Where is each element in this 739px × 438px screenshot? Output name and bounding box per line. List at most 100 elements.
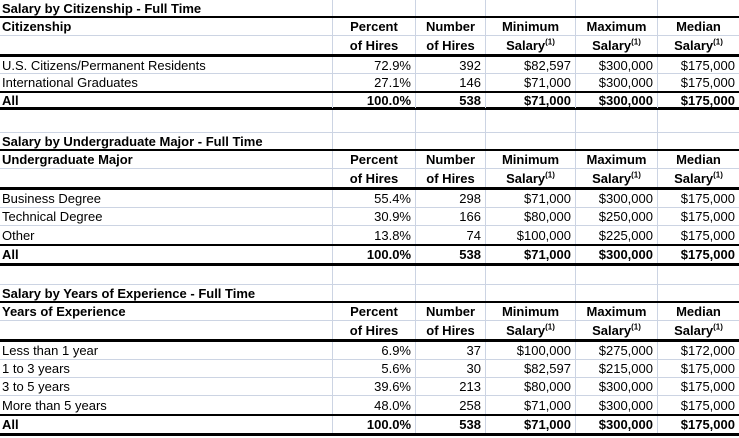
empty-cell — [0, 266, 332, 284]
grid-cell — [332, 285, 415, 301]
col-header-text: of Hires — [426, 170, 475, 186]
cell-minimum: $82,597 — [485, 57, 575, 73]
table-row: International Graduates 27.1% 146 $71,000 $3… — [0, 74, 739, 91]
total-number: 538 — [415, 246, 485, 263]
grid-cell — [575, 0, 657, 16]
col-header-maximum-line2: Salary(1) — [575, 36, 657, 54]
total-label: All — [2, 417, 19, 432]
grid-cell — [657, 285, 739, 301]
col-header-minimum-line2: Salary(1) — [485, 36, 575, 54]
table-row: Technical Degree 30.9% 166 $80,000 $250,000 $… — [0, 208, 739, 226]
cell-percent: 5.6% — [332, 360, 415, 377]
col-header-percent: Percent — [332, 18, 415, 35]
cell-minimum: $71,000 — [485, 74, 575, 91]
cell-minimum: $80,000 — [485, 208, 575, 225]
cell-maximum: $300,000 — [575, 396, 657, 414]
grid-cell — [485, 133, 575, 149]
grid-cell — [332, 0, 415, 16]
col-header-maximum: Maximum — [575, 303, 657, 320]
col-header-text: of Hires — [349, 170, 399, 186]
total-minimum: $71,000 — [485, 416, 575, 433]
cell-maximum: $300,000 — [575, 190, 657, 207]
table-row: 1 to 3 years 5.6% 30 $82,597 $215,000 $175,00… — [0, 360, 739, 378]
cell-minimum: $71,000 — [485, 190, 575, 207]
section-2-column-header-row-2: of Hires of Hires Salary(1) Salary(1) Salary… — [0, 169, 739, 190]
grid-cell — [485, 266, 575, 284]
col-header-percent-line2: of Hires — [332, 36, 415, 54]
col-header-percent: Percent — [332, 303, 415, 320]
col-header-number-line2: of Hires — [415, 36, 485, 54]
grid-cell — [485, 285, 575, 301]
section-3-title: Salary by Years of Experience - Full Tim… — [2, 285, 258, 301]
col-header-text: Salary — [506, 37, 546, 53]
col-header-text: Salary — [674, 37, 714, 53]
total-median: $175,000 — [657, 93, 739, 108]
cell-maximum: $250,000 — [575, 208, 657, 225]
section-1-title-row: Salary by Citizenship - Full Time — [0, 0, 739, 18]
cell-number: 30 — [415, 360, 485, 377]
cell-median: $172,000 — [657, 342, 739, 359]
cell-number: 146 — [415, 74, 485, 91]
col-header-minimum: Minimum — [485, 18, 575, 35]
cell-median: $175,000 — [657, 208, 739, 225]
footnote-marker: (1) — [545, 37, 555, 47]
row-label: 3 to 5 years — [2, 379, 70, 394]
grid-cell — [415, 133, 485, 149]
cell-number: 258 — [415, 396, 485, 414]
cell-percent: 30.9% — [332, 208, 415, 225]
col-header-median: Median — [657, 151, 739, 168]
section-1-column-header-row-2: of Hires of Hires Salary(1) Salary(1) Salary… — [0, 36, 739, 57]
cell-median: $175,000 — [657, 74, 739, 91]
row-label: Technical Degree — [2, 209, 103, 224]
empty-cell — [0, 110, 332, 132]
col-header-maximum-line2: Salary(1) — [575, 321, 657, 339]
col-header-text: of Hires — [426, 322, 475, 338]
table-row: Other 13.8% 74 $100,000 $225,000 $175,000 — [0, 226, 739, 244]
grid-cell — [415, 285, 485, 301]
section-2-row-label-header: Undergraduate Major — [2, 152, 133, 167]
row-label: Less than 1 year — [2, 343, 99, 358]
col-header-percent-line2: of Hires — [332, 321, 415, 339]
cell-median: $175,000 — [657, 360, 739, 377]
total-minimum: $71,000 — [485, 93, 575, 108]
grid-cell — [485, 0, 575, 16]
col-header-number: Number — [415, 151, 485, 168]
col-header-text: Salary — [674, 170, 714, 186]
cell-percent: 48.0% — [332, 396, 415, 414]
table-row: Business Degree 55.4% 298 $71,000 $300,000 $1… — [0, 190, 739, 208]
col-header-maximum-line2: Salary(1) — [575, 169, 657, 187]
col-header-minimum-line2: Salary(1) — [485, 169, 575, 187]
cell-minimum: $100,000 — [485, 226, 575, 244]
col-header-text: Salary — [674, 322, 714, 338]
cell-minimum: $100,000 — [485, 342, 575, 359]
footnote-marker: (1) — [631, 170, 641, 180]
section-3-total-row: All 100.0% 538 $71,000 $300,000 $175,000 — [0, 414, 739, 436]
grid-cell — [415, 0, 485, 16]
col-header-minimum-line2: Salary(1) — [485, 321, 575, 339]
total-number: 538 — [415, 93, 485, 108]
section-2-title-cell: Salary by Undergraduate Major - Full Tim… — [0, 133, 332, 149]
row-label: Business Degree — [2, 191, 101, 206]
section-3-row-label-header: Years of Experience — [2, 304, 126, 319]
cell-maximum: $275,000 — [575, 342, 657, 359]
cell-percent: 39.6% — [332, 378, 415, 395]
row-label: 1 to 3 years — [2, 361, 70, 376]
grid-cell — [415, 110, 485, 132]
section-1-title: Salary by Citizenship - Full Time — [2, 0, 204, 16]
cell-maximum: $225,000 — [575, 226, 657, 244]
cell-minimum: $80,000 — [485, 378, 575, 395]
total-maximum: $300,000 — [575, 416, 657, 433]
section-3-title-cell: Salary by Years of Experience - Full Tim… — [0, 285, 332, 301]
footnote-marker: (1) — [545, 170, 555, 180]
row-label: U.S. Citizens/Permanent Residents — [2, 57, 206, 73]
total-minimum: $71,000 — [485, 246, 575, 263]
spacer-row — [0, 110, 739, 133]
section-2-column-header-row: Undergraduate Major Percent Number Minimum M… — [0, 151, 739, 169]
col-header-percent: Percent — [332, 151, 415, 168]
cell-number: 213 — [415, 378, 485, 395]
cell-percent: 55.4% — [332, 190, 415, 207]
col-header-median-line2: Salary(1) — [657, 321, 739, 339]
table-row: 3 to 5 years 39.6% 213 $80,000 $300,000 $175,… — [0, 378, 739, 396]
col-header-text: of Hires — [426, 37, 475, 53]
total-label: All — [2, 93, 19, 108]
